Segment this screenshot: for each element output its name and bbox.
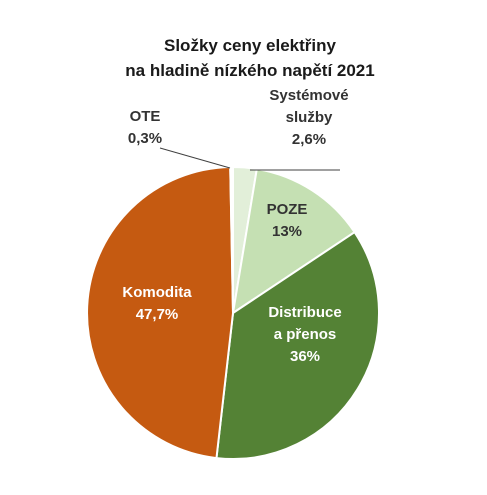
slice-labels: Systémové služby 2,6% POZE 13% Distribuce a př… — [122, 87, 348, 365]
chart-title-line-2: na hladině nízkého napětí 2021 — [125, 61, 374, 80]
pie-slice-komodita — [86, 166, 235, 460]
slice-label-poze: POZE 13% — [267, 201, 308, 240]
slice-label-distribuce-a-prenos: Distribuce a přenos 36% — [268, 304, 341, 365]
chart-title-line-1: Složky ceny elektřiny — [164, 36, 337, 55]
slice-label-systemove-sluzby: Systémové služby 2,6% — [269, 87, 348, 148]
pie-slices — [86, 165, 380, 460]
slice-label-komodita: Komodita 47,7% — [122, 284, 192, 323]
leader-lines — [159, 147, 340, 171]
leader-line-ote — [159, 147, 231, 169]
slice-label-ote: OTE 0,3% — [128, 108, 162, 147]
pie-slice-ote — [229, 165, 234, 314]
pie-slice-distribuce-a-prenos — [215, 230, 380, 460]
